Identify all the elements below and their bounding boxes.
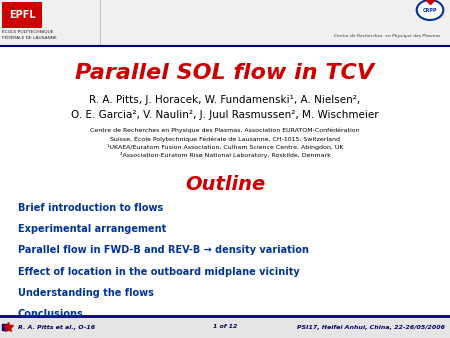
- Text: Parallel flow in FWD-B and REV-B → density variation: Parallel flow in FWD-B and REV-B → densi…: [18, 245, 309, 256]
- Text: Conclusions: Conclusions: [18, 309, 84, 319]
- Text: Understanding the flows: Understanding the flows: [18, 288, 154, 298]
- Bar: [2, 2, 42, 28]
- Text: 1 of 12: 1 of 12: [213, 324, 237, 330]
- Text: O. E. Garcia², V. Naulin², J. Juul Rasmussen², M. Wischmeier: O. E. Garcia², V. Naulin², J. Juul Rasmu…: [71, 110, 379, 120]
- Text: FÉDÉRALE DE LAUSANNE: FÉDÉRALE DE LAUSANNE: [2, 36, 57, 40]
- Circle shape: [417, 0, 443, 20]
- Text: EPFL: EPFL: [9, 10, 35, 20]
- Bar: [0, 316, 450, 338]
- Text: Experimental arrangement: Experimental arrangement: [18, 224, 166, 234]
- Text: Effect of location in the outboard midplane vicinity: Effect of location in the outboard midpl…: [18, 267, 300, 277]
- Text: ¹UKAEA/Euratom Fusion Association, Culham Science Centre, Abingdon, UK: ¹UKAEA/Euratom Fusion Association, Culha…: [107, 144, 343, 150]
- Text: Outline: Outline: [185, 175, 265, 194]
- Text: Parallel SOL flow in TCV: Parallel SOL flow in TCV: [76, 63, 374, 83]
- Text: Brief introduction to flows: Brief introduction to flows: [18, 203, 163, 213]
- Bar: [0, 0, 450, 46]
- Text: R. A. Pitts, J. Horacek, W. Fundamenski¹, A. Nielsen²,: R. A. Pitts, J. Horacek, W. Fundamenski¹…: [90, 95, 360, 105]
- Text: Centre de Recherches  en Physique des Plasmas: Centre de Recherches en Physique des Pla…: [334, 34, 440, 38]
- Text: ²Association-Euratom Risø National Laboratory, Roskilde, Denmark: ²Association-Euratom Risø National Labor…: [120, 152, 330, 159]
- Text: PSI17, Heifei Anhui, China, 22-26/05/2006: PSI17, Heifei Anhui, China, 22-26/05/200…: [297, 324, 445, 330]
- Text: Centre de Recherches en Physique des Plasmas, Association EURATOM-Confédération: Centre de Recherches en Physique des Pla…: [90, 127, 360, 133]
- Text: CRPP: CRPP: [423, 7, 437, 13]
- Text: ÉCOLE POLYTECHNIQUE: ÉCOLE POLYTECHNIQUE: [2, 30, 54, 34]
- Text: R. A. Pitts et al., O-16: R. A. Pitts et al., O-16: [18, 324, 95, 330]
- Text: Suisse, École Polytechnique Fédérale de Lausanne, CH-1015, Switzerland: Suisse, École Polytechnique Fédérale de …: [110, 136, 340, 142]
